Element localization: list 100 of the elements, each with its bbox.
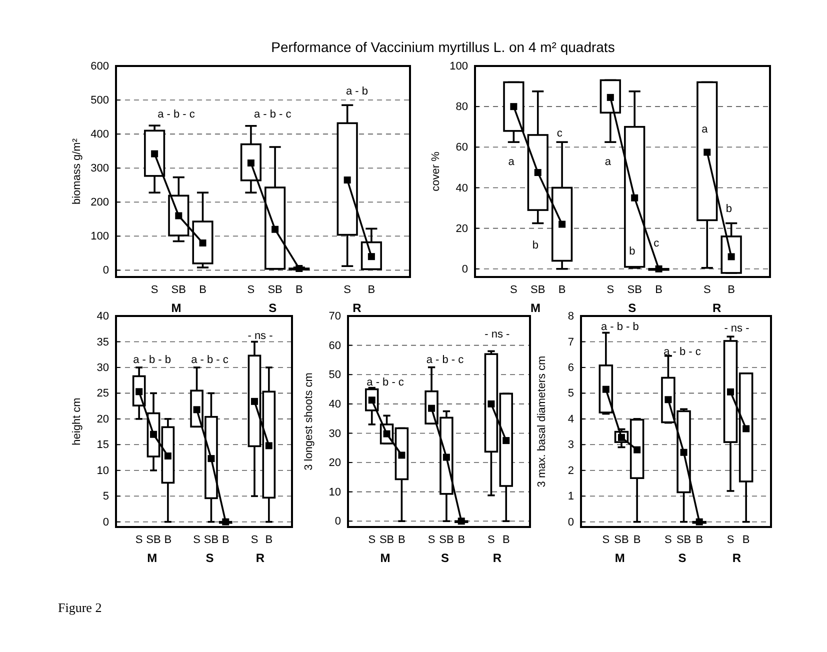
x-tick-label: B: [295, 284, 303, 296]
y-tick-label: 35: [96, 336, 109, 348]
y-tick-label: 3: [568, 439, 574, 452]
x-tick-label: B: [199, 284, 206, 296]
y-axis-title: biomass g/m²: [71, 138, 83, 205]
y-tick-label: 10: [96, 464, 109, 477]
y-tick-label: 200: [90, 196, 109, 209]
y-tick-label: 8: [568, 310, 574, 323]
x-tick-label: SB: [146, 534, 161, 546]
x-tick-label: S: [664, 534, 672, 546]
y-tick-label: 25: [96, 388, 109, 400]
x-tick-label: S: [193, 534, 200, 546]
y-tick-label: 70: [328, 310, 341, 323]
x-tick-label: SB: [530, 284, 546, 296]
y-tick-label: 80: [456, 101, 468, 114]
y-axis-title: height cm: [71, 398, 83, 446]
caption: Figure 2: [58, 600, 102, 615]
text: S: [206, 551, 214, 565]
text: R: [256, 551, 265, 565]
y-tick-label: 30: [96, 362, 109, 374]
text: S: [628, 301, 636, 315]
annotation: b: [532, 239, 539, 252]
x-tick-label: B: [742, 534, 750, 546]
y-tick-label: 4: [568, 413, 574, 426]
x-tick-label: S: [428, 534, 436, 546]
annotation: a - b - c: [191, 354, 229, 366]
annotation: a - b - c: [158, 108, 196, 121]
x-tick-label: B: [265, 534, 273, 546]
x-tick-label: S: [726, 534, 734, 546]
x-tick-label: S: [606, 284, 614, 296]
x-tick-label: B: [696, 534, 704, 546]
y-tick-label: 60: [328, 340, 341, 352]
y-tick-label: 300: [90, 162, 109, 175]
y-tick-label: 500: [90, 94, 109, 107]
x-tick-label: S: [510, 284, 518, 296]
y-axis-title: 3 longest shoots cm: [303, 372, 315, 470]
text: R: [352, 301, 362, 315]
y-tick-label: 5: [568, 388, 574, 400]
x-tick-label: SB: [268, 284, 282, 296]
y-tick-label: 7: [568, 336, 574, 348]
y-tick-label: 100: [450, 60, 468, 73]
y-tick-label: 60: [456, 142, 468, 154]
annotation: a - b: [346, 86, 368, 98]
text: S: [268, 301, 277, 315]
x-tick-label: SB: [676, 534, 692, 546]
y-tick-label: 20: [96, 413, 109, 426]
annotation: b: [726, 202, 732, 215]
y-tick-label: 20: [456, 222, 468, 235]
y-axis-title: cover %: [430, 151, 442, 192]
x-tick-label: S: [344, 284, 352, 296]
text: R: [492, 551, 502, 565]
x-tick-label: SB: [204, 534, 219, 546]
annotation: a - b - b: [133, 354, 172, 366]
annotation: a - b - c: [426, 354, 464, 366]
x-tick-label: B: [222, 534, 230, 546]
text: R: [732, 551, 742, 565]
y-tick-label: 15: [96, 439, 109, 452]
y-tick-label: 30: [328, 428, 341, 440]
text: M: [171, 301, 182, 315]
y-tick-label: 20: [328, 457, 341, 470]
x-tick-label: SB: [614, 534, 629, 546]
x-tick-label: B: [398, 534, 406, 546]
x-tick-label: B: [502, 534, 510, 546]
x-tick-label: B: [728, 284, 735, 296]
y-tick-label: 5: [102, 490, 109, 503]
x-tick-label: S: [368, 534, 376, 546]
y-tick-label: 0: [462, 263, 468, 276]
x-tick-label: B: [558, 284, 566, 296]
text: M: [380, 551, 390, 565]
y-axis-title: 3 max. basal diameters cm: [536, 356, 548, 488]
y-tick-label: 10: [328, 486, 341, 498]
x-tick-label: B: [633, 534, 641, 546]
x-tick-label: S: [150, 284, 158, 296]
y-tick-label: 40: [328, 398, 341, 410]
y-tick-label: 2: [568, 464, 574, 477]
y-tick-label: 0: [102, 264, 109, 277]
y-tick-label: 0: [568, 516, 574, 528]
y-tick-label: 1: [568, 490, 574, 503]
x-tick-label: S: [135, 534, 143, 546]
y-tick-label: 6: [568, 362, 574, 374]
text: M: [530, 301, 540, 315]
y-tick-label: 40: [96, 310, 109, 323]
text: S: [678, 551, 686, 565]
annotation: - ns -: [724, 322, 750, 334]
annotation: c: [556, 128, 563, 140]
text: M: [614, 551, 625, 565]
x-tick-label: S: [250, 534, 258, 546]
y-tick-label: 0: [102, 516, 109, 528]
text: M: [147, 551, 158, 565]
annotation: - ns -: [484, 328, 510, 340]
text: R: [712, 301, 722, 315]
x-tick-label: SB: [379, 534, 394, 546]
text: Performance of Vaccinium myrtillus L. on 4 m² quadrats: [271, 39, 615, 55]
annotation: a - b - b: [600, 321, 639, 334]
x-tick-label: B: [164, 534, 172, 546]
annotation: a - b - c: [664, 346, 702, 358]
x-tick-label: SB: [171, 284, 186, 296]
y-tick-label: 100: [90, 230, 109, 243]
annotation: a: [702, 124, 709, 136]
annotation: a - b - c: [366, 376, 404, 388]
